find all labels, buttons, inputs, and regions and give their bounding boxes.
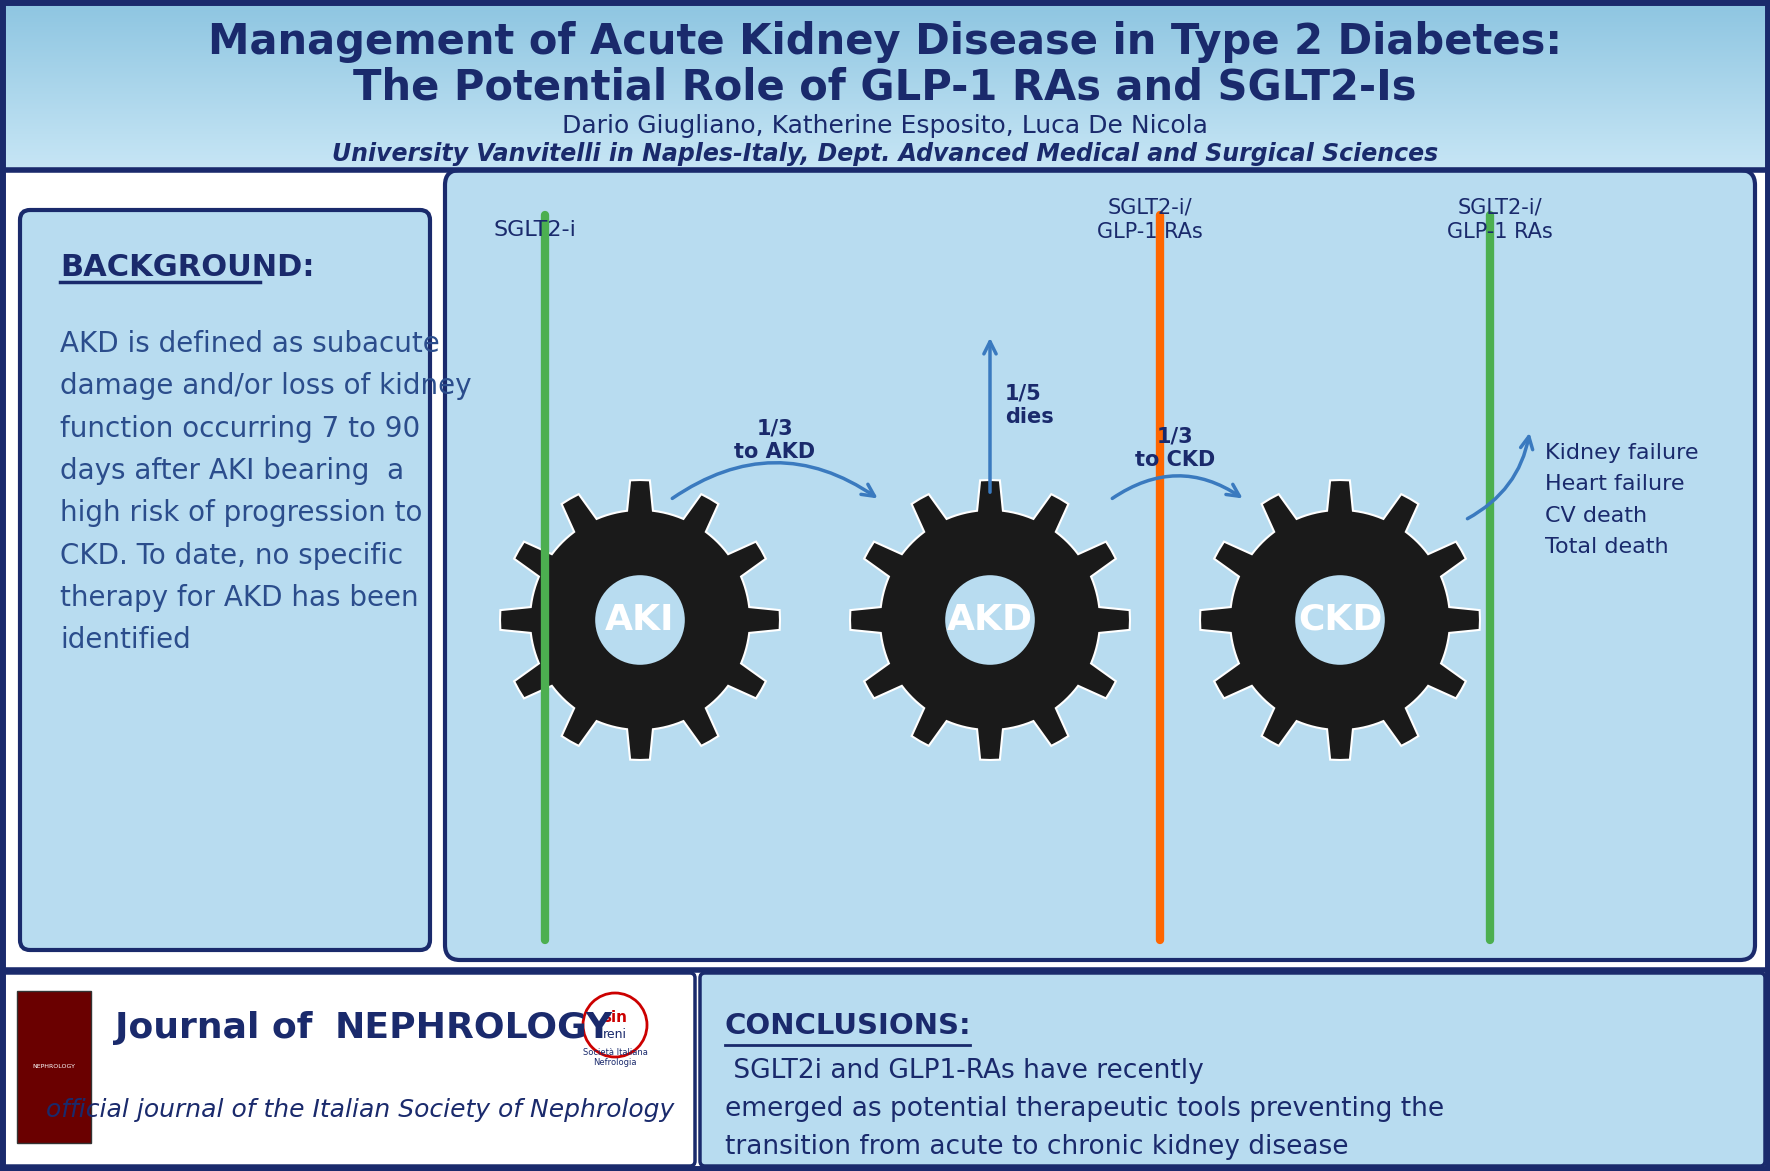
Text: BACKGROUND:: BACKGROUND: <box>60 253 315 282</box>
Circle shape <box>582 993 648 1057</box>
FancyBboxPatch shape <box>18 991 90 1143</box>
FancyBboxPatch shape <box>0 170 1770 970</box>
Text: sin: sin <box>602 1009 628 1025</box>
Text: official journal of the Italian Society of Nephrology: official journal of the Italian Society … <box>46 1098 674 1122</box>
Circle shape <box>593 574 687 666</box>
Text: Management of Acute Kidney Disease in Type 2 Diabetes:: Management of Acute Kidney Disease in Ty… <box>209 21 1561 63</box>
FancyBboxPatch shape <box>0 973 696 1166</box>
Text: Società Italiana
Nefrologia: Società Italiana Nefrologia <box>582 1048 648 1068</box>
FancyArrowPatch shape <box>673 463 874 499</box>
Text: 1/5
dies: 1/5 dies <box>1005 383 1053 426</box>
Text: AKD: AKD <box>947 603 1034 637</box>
Text: NEPHROLOGY: NEPHROLOGY <box>335 1011 612 1045</box>
FancyBboxPatch shape <box>699 973 1765 1166</box>
Text: Journal of: Journal of <box>115 1011 326 1045</box>
FancyArrowPatch shape <box>1467 437 1533 519</box>
Circle shape <box>943 574 1035 666</box>
Text: SGLT2i and GLP1-RAs have recently
emerged as potential therapeutic tools prevent: SGLT2i and GLP1-RAs have recently emerge… <box>726 1059 1444 1160</box>
Text: The Potential Role of GLP-1 RAs and SGLT2-Is: The Potential Role of GLP-1 RAs and SGLT… <box>354 67 1416 109</box>
Text: 1/3
to CKD: 1/3 to CKD <box>1135 426 1216 470</box>
Text: University Vanvitelli in Naples-Italy, Dept. Advanced Medical and Surgical Scien: University Vanvitelli in Naples-Italy, D… <box>333 142 1437 166</box>
Text: NEPHROLOGY: NEPHROLOGY <box>32 1064 76 1069</box>
FancyBboxPatch shape <box>0 970 1770 1171</box>
Polygon shape <box>499 480 781 760</box>
Text: Dario Giugliano, Katherine Esposito, Luca De Nicola: Dario Giugliano, Katherine Esposito, Luc… <box>563 114 1207 138</box>
FancyBboxPatch shape <box>444 170 1756 960</box>
Text: AKI: AKI <box>605 603 674 637</box>
Text: reni: reni <box>604 1027 627 1041</box>
Circle shape <box>1294 574 1386 666</box>
FancyBboxPatch shape <box>19 210 430 950</box>
Text: 1/3
to AKD: 1/3 to AKD <box>735 418 816 461</box>
Text: CKD: CKD <box>1297 603 1382 637</box>
Text: Kidney failure
Heart failure
CV death
Total death: Kidney failure Heart failure CV death To… <box>1545 443 1699 556</box>
Polygon shape <box>850 480 1129 760</box>
Text: SGLT2-i/
GLP-1 RAs: SGLT2-i/ GLP-1 RAs <box>1448 198 1552 242</box>
Polygon shape <box>1200 480 1480 760</box>
FancyArrowPatch shape <box>1112 475 1239 499</box>
Text: SGLT2-i/
GLP-1 RAs: SGLT2-i/ GLP-1 RAs <box>1097 198 1204 242</box>
Text: CONCLUSIONS:: CONCLUSIONS: <box>726 1012 972 1040</box>
Text: AKD is defined as subacute
damage and/or loss of kidney
function occurring 7 to : AKD is defined as subacute damage and/or… <box>60 330 471 655</box>
FancyArrowPatch shape <box>984 342 997 492</box>
Text: SGLT2-i: SGLT2-i <box>494 220 577 240</box>
